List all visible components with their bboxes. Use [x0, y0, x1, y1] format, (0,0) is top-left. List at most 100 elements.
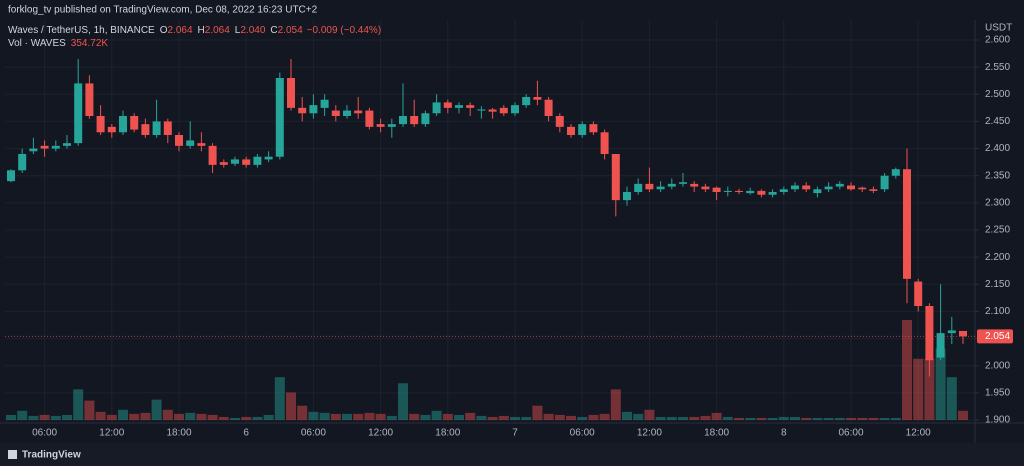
volume-bar [890, 417, 901, 420]
volume-bar [868, 417, 879, 420]
legend-item: O [160, 25, 168, 36]
y-tick-label: 2.400 [985, 143, 1010, 154]
candle-body [264, 156, 273, 160]
volume-bar [745, 417, 756, 420]
volume-bar [39, 414, 50, 420]
candle-body [231, 159, 239, 164]
candle-body [275, 78, 284, 157]
candle-body [589, 124, 598, 133]
legend-item: Vol · WAVES [8, 38, 66, 49]
candle-body [197, 143, 206, 146]
volume-bar [734, 417, 744, 420]
volume-bar [286, 392, 296, 420]
candle-body [175, 135, 183, 146]
candle-body [477, 109, 486, 111]
volume-bar [599, 413, 610, 420]
volume-bar [566, 415, 576, 420]
candle-body [634, 183, 643, 192]
volume-bar [263, 414, 274, 420]
volume-bar [95, 411, 106, 420]
candle-body [936, 333, 945, 358]
volume-bar [398, 383, 408, 420]
volume-bar [442, 413, 453, 420]
candle-body [802, 185, 811, 190]
candle-body [679, 182, 687, 184]
legend-item: 2.040 [240, 25, 265, 36]
volume-bar [375, 413, 386, 420]
y-tick-label: 1.900 [985, 415, 1010, 426]
candle-body [163, 121, 172, 135]
candle-body [141, 124, 150, 135]
volume-bar [633, 413, 644, 420]
volume-bar [532, 405, 543, 420]
volume-bar [554, 414, 565, 420]
candle-body [880, 175, 889, 190]
y-tick-label: 2.150 [985, 279, 1010, 290]
candle-body [365, 110, 374, 127]
candle-body [925, 306, 934, 361]
candle-body [488, 109, 497, 112]
volume-bar [577, 416, 588, 420]
candle-body [757, 190, 766, 195]
volume-bar [711, 412, 722, 420]
volume-bar [17, 410, 28, 420]
volume-bar [353, 413, 364, 420]
volume-bar [655, 416, 666, 420]
candle-body [914, 281, 923, 306]
volume-bar [252, 416, 263, 420]
volume-bar [241, 416, 252, 420]
candle-body [74, 83, 83, 144]
y-tick-label: 2.600 [985, 35, 1010, 46]
candle-body [85, 83, 94, 116]
volume-bar [308, 411, 319, 420]
volume-bar [946, 377, 957, 420]
volume-bar [364, 412, 375, 420]
candle-body [242, 159, 251, 165]
volume-bar [700, 415, 711, 420]
candle-body [421, 113, 430, 125]
volume-bar [913, 358, 924, 420]
volume-bar [106, 414, 117, 420]
candle-body [891, 169, 900, 176]
volume-bar [454, 414, 464, 420]
candle-body [813, 189, 822, 194]
candle-body [119, 116, 127, 133]
candle-body [387, 124, 396, 127]
candle-body [522, 97, 531, 106]
volume-bar [185, 412, 196, 420]
volume-bar [151, 399, 162, 420]
x-tick-label: 12:00 [368, 428, 393, 439]
y-tick-label: 2.450 [985, 116, 1010, 127]
y-tick-label: 2.000 [985, 360, 1010, 371]
volume-bar [846, 417, 856, 420]
volume-bar [778, 416, 789, 420]
x-tick-label: 6 [243, 428, 249, 439]
candle-body [690, 183, 699, 187]
candle-body [18, 154, 27, 171]
candle-body [723, 190, 732, 192]
volume-bar [857, 417, 868, 420]
volume-bar [812, 417, 823, 420]
candle-body [455, 105, 463, 108]
volume-bar [230, 417, 240, 420]
volume-bar [689, 416, 700, 420]
candle-body [600, 132, 609, 154]
page-header: forklog_tv published on TradingView.com,… [8, 5, 318, 16]
candle-body [667, 183, 676, 187]
volume-bar [767, 417, 778, 420]
candle-body [376, 124, 385, 127]
volume-bar [386, 415, 397, 420]
legend-line: Waves / TetherUS, 1h, BINANCE O2.064 H2.06… [8, 25, 381, 36]
candle-body [208, 145, 217, 165]
volume-bar [487, 416, 498, 420]
candle-body [768, 192, 777, 195]
candle-body [309, 105, 318, 114]
volume-bar [420, 414, 431, 420]
candle-body [354, 110, 363, 114]
candle-body [746, 190, 755, 194]
candle-body [544, 99, 553, 116]
x-tick-label: 8 [781, 428, 787, 439]
candle-body [432, 102, 441, 114]
candle-body [152, 121, 161, 135]
